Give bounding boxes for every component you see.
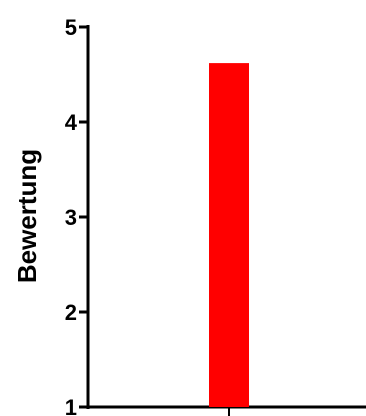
y-tick-label: 5 [65, 15, 77, 40]
y-tick-label: 4 [65, 110, 78, 135]
y-axis-label: Bewertung [12, 149, 42, 283]
x-axis [86, 405, 366, 416]
y-axis: 1 2 3 4 5 [65, 15, 90, 416]
y-tick-label: 3 [65, 205, 77, 230]
bar [209, 63, 249, 407]
y-tick-label: 2 [65, 300, 77, 325]
bars [209, 63, 249, 407]
y-tick-label: 1 [65, 395, 77, 416]
